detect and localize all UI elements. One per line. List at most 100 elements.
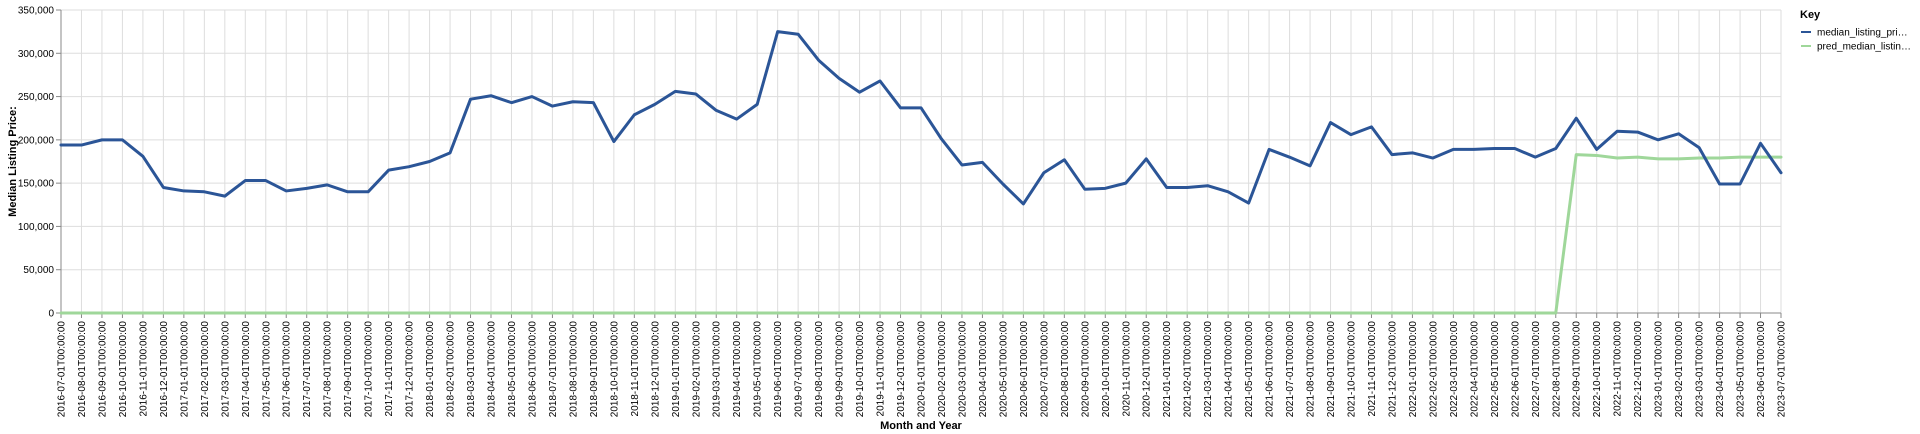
x-tick-label: 2023-05-01T00:00:00 — [1736, 321, 1747, 418]
x-tick-label: 2019-06-01T00:00:00 — [773, 321, 784, 418]
x-tick-label: 2020-11-01T00:00:00 — [1121, 321, 1132, 417]
x-tick-label: 2017-10-01T00:00:00 — [364, 321, 375, 418]
x-tick-label: 2021-04-01T00:00:00 — [1224, 321, 1235, 418]
series-line-median-listing-price — [59, 30, 1783, 206]
gridlines — [60, 9, 1782, 314]
x-tick-label: 2022-03-01T00:00:00 — [1449, 321, 1460, 418]
legend-entries: median_listing_pri… pred_median_listin… — [1801, 28, 1911, 53]
x-tick-label: 2021-01-01T00:00:00 — [1162, 321, 1173, 418]
x-tick-label: 2021-09-01T00:00:00 — [1326, 321, 1337, 418]
x-tick-label: 2020-09-01T00:00:00 — [1080, 321, 1091, 418]
y-tick-label: 150,000 — [18, 179, 55, 190]
legend-label: pred_median_listin… — [1817, 42, 1911, 53]
legend-title: Key — [1800, 9, 1821, 21]
x-tick-label: 2020-04-01T00:00:00 — [978, 321, 989, 418]
legend: Key median_listing_pri… pred_median_listi… — [1800, 9, 1911, 53]
x-tick-label: 2017-07-01T00:00:00 — [302, 321, 313, 418]
x-tick-label: 2019-03-01T00:00:00 — [712, 321, 723, 418]
x-tick-label: 2020-05-01T00:00:00 — [998, 321, 1009, 418]
x-tick-label: 2021-10-01T00:00:00 — [1347, 321, 1358, 418]
x-tick-label: 2018-12-01T00:00:00 — [650, 321, 661, 418]
x-tick-label: 2021-05-01T00:00:00 — [1244, 321, 1255, 418]
x-tick-label: 2016-09-01T00:00:00 — [97, 321, 108, 418]
x-tick-label: 2022-10-01T00:00:00 — [1592, 321, 1603, 418]
x-tick-label: 2021-03-01T00:00:00 — [1203, 321, 1214, 418]
x-tick-label: 2019-05-01T00:00:00 — [753, 321, 764, 418]
x-tick-label: 2019-11-01T00:00:00 — [876, 321, 887, 417]
x-tick-label: 2018-11-01T00:00:00 — [630, 321, 641, 417]
y-tick-label: 350,000 — [18, 6, 55, 17]
x-tick-label: 2020-06-01T00:00:00 — [1019, 321, 1030, 418]
x-tick-label: 2016-08-01T00:00:00 — [77, 321, 88, 418]
x-tick-label: 2021-07-01T00:00:00 — [1285, 321, 1296, 418]
x-tick-label: 2022-07-01T00:00:00 — [1531, 321, 1542, 418]
x-tick-label: 2018-01-01T00:00:00 — [425, 321, 436, 418]
x-tick-label: 2020-07-01T00:00:00 — [1039, 321, 1050, 418]
x-tick-label: 2020-02-01T00:00:00 — [937, 321, 948, 418]
x-tick-label: 2016-12-01T00:00:00 — [159, 321, 170, 418]
x-tick-label: 2023-03-01T00:00:00 — [1695, 321, 1706, 418]
y-tick-label: 100,000 — [18, 222, 55, 233]
x-tick-label: 2019-04-01T00:00:00 — [732, 321, 743, 418]
x-tick-label: 2023-01-01T00:00:00 — [1654, 321, 1665, 418]
series-line-pred-median-listing-price — [59, 153, 1783, 315]
x-tick-label: 2022-08-01T00:00:00 — [1551, 321, 1562, 418]
y-tick-label: 200,000 — [18, 135, 55, 146]
x-tick-label: 2019-07-01T00:00:00 — [794, 321, 805, 418]
x-tick-label: 2022-02-01T00:00:00 — [1428, 321, 1439, 418]
x-tick-label: 2021-08-01T00:00:00 — [1306, 321, 1317, 418]
x-tick-label: 2019-12-01T00:00:00 — [896, 321, 907, 418]
x-tick-label: 2023-04-01T00:00:00 — [1715, 321, 1726, 418]
x-tick-label: 2016-11-01T00:00:00 — [138, 321, 149, 417]
x-tick-label: 2018-10-01T00:00:00 — [609, 321, 620, 418]
x-tick-label: 2021-06-01T00:00:00 — [1265, 321, 1276, 418]
x-tick-label: 2022-06-01T00:00:00 — [1510, 321, 1521, 418]
x-tick-label: 2017-03-01T00:00:00 — [220, 321, 231, 418]
x-tick-label: 2016-10-01T00:00:00 — [118, 321, 129, 418]
x-tick-label: 2022-12-01T00:00:00 — [1633, 321, 1644, 418]
x-tick-label: 2017-04-01T00:00:00 — [241, 321, 252, 418]
x-tick-label: 2022-01-01T00:00:00 — [1408, 321, 1419, 418]
x-axis-title: Month and Year — [880, 420, 962, 432]
x-tick-label: 2017-09-01T00:00:00 — [343, 321, 354, 418]
y-axis-title: Median Listing Price: — [7, 106, 19, 217]
y-tick-label: 50,000 — [23, 265, 54, 276]
legend-label: median_listing_pri… — [1817, 28, 1908, 39]
x-tick-label: 2021-02-01T00:00:00 — [1183, 321, 1194, 418]
x-tick-label: 2019-09-01T00:00:00 — [835, 321, 846, 418]
x-tick-label: 2021-11-01T00:00:00 — [1367, 321, 1378, 417]
x-tick-label: 2019-01-01T00:00:00 — [671, 321, 682, 418]
x-tick-label: 2019-02-01T00:00:00 — [691, 321, 702, 418]
x-tick-label: 2017-08-01T00:00:00 — [323, 321, 334, 418]
x-tick-label: 2017-12-01T00:00:00 — [405, 321, 416, 418]
x-tick-label: 2018-07-01T00:00:00 — [548, 321, 559, 418]
x-tick-label: 2018-05-01T00:00:00 — [507, 321, 518, 418]
x-tick-label: 2020-08-01T00:00:00 — [1060, 321, 1071, 418]
x-tick-label: 2017-01-01T00:00:00 — [179, 321, 190, 418]
x-tick-label: 2022-05-01T00:00:00 — [1490, 321, 1501, 418]
x-tick-label: 2019-10-01T00:00:00 — [855, 321, 866, 418]
y-tick-label: 250,000 — [18, 92, 55, 103]
x-tick-label: 2020-10-01T00:00:00 — [1101, 321, 1112, 418]
x-tick-label: 2018-03-01T00:00:00 — [466, 321, 477, 418]
x-tick-label: 2023-02-01T00:00:00 — [1674, 321, 1685, 418]
x-tick-label: 2022-09-01T00:00:00 — [1572, 321, 1583, 418]
y-tick-label: 0 — [48, 309, 54, 320]
series-lines — [59, 30, 1783, 315]
x-tick-label: 2018-08-01T00:00:00 — [568, 321, 579, 418]
x-tick-label: 2020-01-01T00:00:00 — [917, 321, 928, 418]
x-tick-label: 2019-08-01T00:00:00 — [814, 321, 825, 418]
x-tick-label: 2018-04-01T00:00:00 — [487, 321, 498, 418]
x-tick-label: 2018-09-01T00:00:00 — [589, 321, 600, 418]
x-tick-label: 2017-06-01T00:00:00 — [282, 321, 293, 418]
x-tick-label: 2017-02-01T00:00:00 — [200, 321, 211, 418]
y-axis: 0 50,000 100,000 150,000 200,000 250,000 300,0… — [18, 6, 62, 320]
x-tick-label: 2018-06-01T00:00:00 — [527, 321, 538, 418]
x-tick-label: 2017-05-01T00:00:00 — [261, 321, 272, 418]
x-tick-label: 2022-04-01T00:00:00 — [1469, 321, 1480, 418]
x-tick-label: 2020-03-01T00:00:00 — [957, 321, 968, 418]
x-tick-label: 2023-06-01T00:00:00 — [1756, 321, 1767, 418]
x-tick-label: 2021-12-01T00:00:00 — [1387, 321, 1398, 418]
